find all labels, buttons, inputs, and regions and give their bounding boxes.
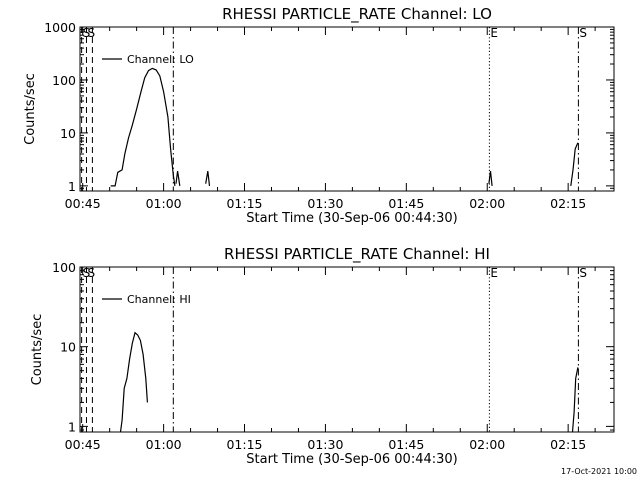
x-tick-label: 01:00 — [146, 196, 182, 211]
series-line-segment — [110, 67, 176, 187]
series-line-segment — [570, 142, 579, 186]
series-line-segment — [175, 171, 181, 186]
y-tick-label: 10 — [60, 340, 76, 355]
legend-entry: Channel: HI — [127, 293, 191, 306]
chart-title: RHESSI PARTICLE_RATE Channel: LO — [222, 5, 492, 24]
x-tick-label: 02:15 — [550, 437, 586, 452]
plot-frame — [79, 266, 615, 433]
y-tick-label: 1 — [68, 419, 76, 434]
x-axis-label: Start Time (30-Sep-06 00:44:30) — [246, 452, 457, 467]
y-tick-label: 1000 — [44, 20, 76, 35]
x-tick-label: 02:00 — [469, 437, 505, 452]
y-axis-label: Counts/sec — [30, 314, 45, 386]
x-tick-label: 01:30 — [307, 196, 343, 211]
x-tick-label: 02:15 — [550, 196, 586, 211]
y-tick-label: 1 — [68, 179, 76, 194]
chart-title: RHESSI PARTICLE_RATE Channel: HI — [224, 245, 490, 264]
event-marker-label: E — [490, 266, 498, 280]
chart-panel-1: RHESSI PARTICLE_RATE Channel: LO 00:45 01:… — [23, 5, 615, 226]
event-marker-label: S — [87, 26, 95, 40]
event-marker-label: S — [579, 266, 587, 280]
x-tick-label: 02:00 — [469, 196, 505, 211]
x-tick-label: 01:15 — [226, 196, 262, 211]
series-line-segment — [571, 367, 579, 433]
series-line-segment — [488, 171, 493, 186]
x-tick-label: 00:45 — [65, 196, 101, 211]
series-line-segment — [119, 331, 148, 433]
series-line-segment — [205, 171, 211, 186]
plot-frame — [79, 26, 615, 192]
x-tick-label: 01:45 — [388, 437, 424, 452]
y-axis-label: Counts/sec — [23, 73, 38, 145]
x-tick-label: 01:45 — [388, 196, 424, 211]
event-marker-label: S — [579, 26, 587, 40]
event-marker-label: S — [87, 266, 95, 280]
x-tick-label: 00:45 — [65, 437, 101, 452]
event-marker-label: E — [490, 26, 498, 40]
x-axis-label: Start Time (30-Sep-06 00:44:30) — [246, 211, 457, 226]
x-tick-label: 01:30 — [307, 437, 343, 452]
legend-entry: Channel: LO — [127, 53, 194, 66]
y-tick-label: 100 — [52, 73, 76, 88]
timestamp: 17-Oct-2021 10:00 — [561, 467, 637, 476]
y-tick-label: 100 — [52, 260, 76, 275]
chart-panel-2: RHESSI PARTICLE_RATE Channel: HI 00:45 01:… — [30, 245, 615, 467]
x-tick-label: 01:00 — [146, 437, 182, 452]
x-tick-label: 01:15 — [226, 437, 262, 452]
y-tick-label: 10 — [60, 126, 76, 141]
